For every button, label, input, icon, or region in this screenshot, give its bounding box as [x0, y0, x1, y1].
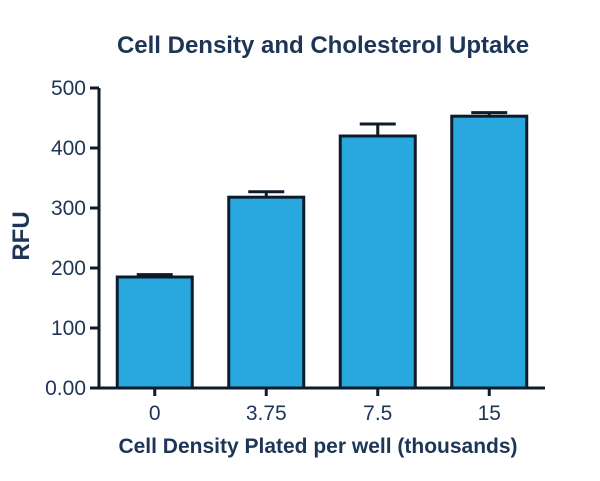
- x-tick-label-2: 7.5: [363, 402, 392, 425]
- x-tick-label-0: 0: [149, 402, 161, 425]
- y-axis-label: RFU: [8, 211, 35, 260]
- bar-1: [227, 195, 306, 390]
- x-tick-label-1: 3.75: [246, 402, 287, 425]
- bar-0: [115, 275, 194, 390]
- bar-3: [450, 114, 529, 390]
- y-tick-label-1: 100: [51, 317, 86, 340]
- y-tick-label-5: 500: [51, 77, 86, 100]
- y-tick-label-4: 400: [51, 137, 86, 160]
- y-tick-label-2: 200: [51, 257, 86, 280]
- chart-title: Cell Density and Cholesterol Uptake: [117, 32, 529, 59]
- bar-2: [338, 134, 417, 390]
- x-axis-label: Cell Density Plated per well (thousands): [118, 435, 517, 458]
- y-tick-label-0: 0.00: [45, 377, 86, 400]
- y-tick-label-3: 300: [51, 197, 86, 220]
- x-tick-label-3: 15: [478, 402, 501, 425]
- plot-area: 0 3.75 7.5 15 0.00 100 200 300 400 500: [45, 77, 545, 425]
